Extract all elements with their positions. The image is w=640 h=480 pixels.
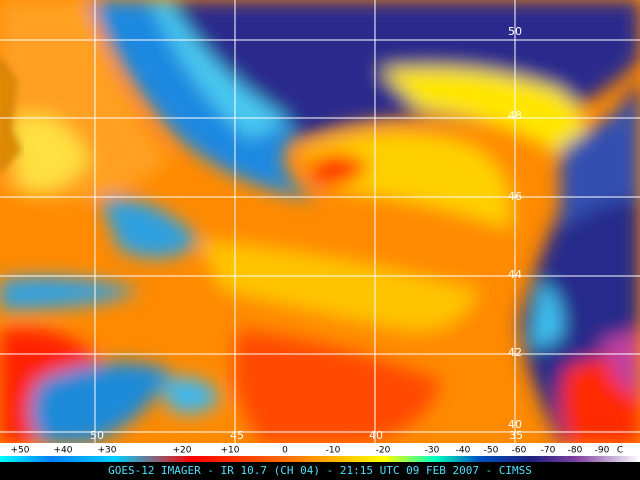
lat-label: 46	[508, 190, 522, 203]
lon-label: 45	[230, 429, 244, 442]
scale-label: -40	[456, 446, 471, 456]
scale-label: +30	[98, 446, 117, 456]
lat-label: 42	[508, 346, 522, 359]
scale-label: -90	[595, 446, 610, 456]
longitude-labels: 50 45 40 35	[90, 429, 523, 442]
scale-label: -70	[541, 446, 556, 456]
scale-labels: +50 +40 +30 +20 +10 0 -10 -20 -30 -40 -50 -60 -70 -80…	[11, 446, 624, 456]
scale-label: -80	[568, 446, 583, 456]
scale-label: 0	[282, 446, 288, 456]
lat-label: 40	[508, 418, 522, 431]
lon-label: 50	[90, 429, 104, 442]
scale-background	[0, 443, 640, 456]
color-scale: +50 +40 +30 +20 +10 0 -10 -20 -30 -40 -50 -60 -70 -80…	[0, 443, 640, 462]
lat-label: 48	[508, 109, 522, 122]
latitude-labels: 50 48 46 44 42 40	[508, 25, 522, 431]
scale-label: +50	[11, 446, 30, 456]
footer-background	[0, 462, 640, 480]
scale-bar	[0, 456, 640, 462]
scale-label: +10	[221, 446, 240, 456]
ir-imagery	[0, 0, 640, 443]
scale-label: -50	[484, 446, 499, 456]
lat-label: 50	[508, 25, 522, 38]
scale-label: C	[617, 446, 623, 456]
scale-label: -10	[326, 446, 341, 456]
footer-text: GOES-12 IMAGER - IR 10.7 (CH 04) - 21:15…	[108, 464, 532, 477]
scale-label: -30	[425, 446, 440, 456]
scale-label: -20	[376, 446, 391, 456]
scale-label: -60	[512, 446, 527, 456]
scale-label: +40	[54, 446, 73, 456]
lon-label: 35	[509, 429, 523, 442]
lon-label: 40	[369, 429, 383, 442]
lat-lon-grid	[0, 0, 640, 443]
scale-label: +20	[173, 446, 192, 456]
lat-label: 44	[508, 268, 522, 281]
